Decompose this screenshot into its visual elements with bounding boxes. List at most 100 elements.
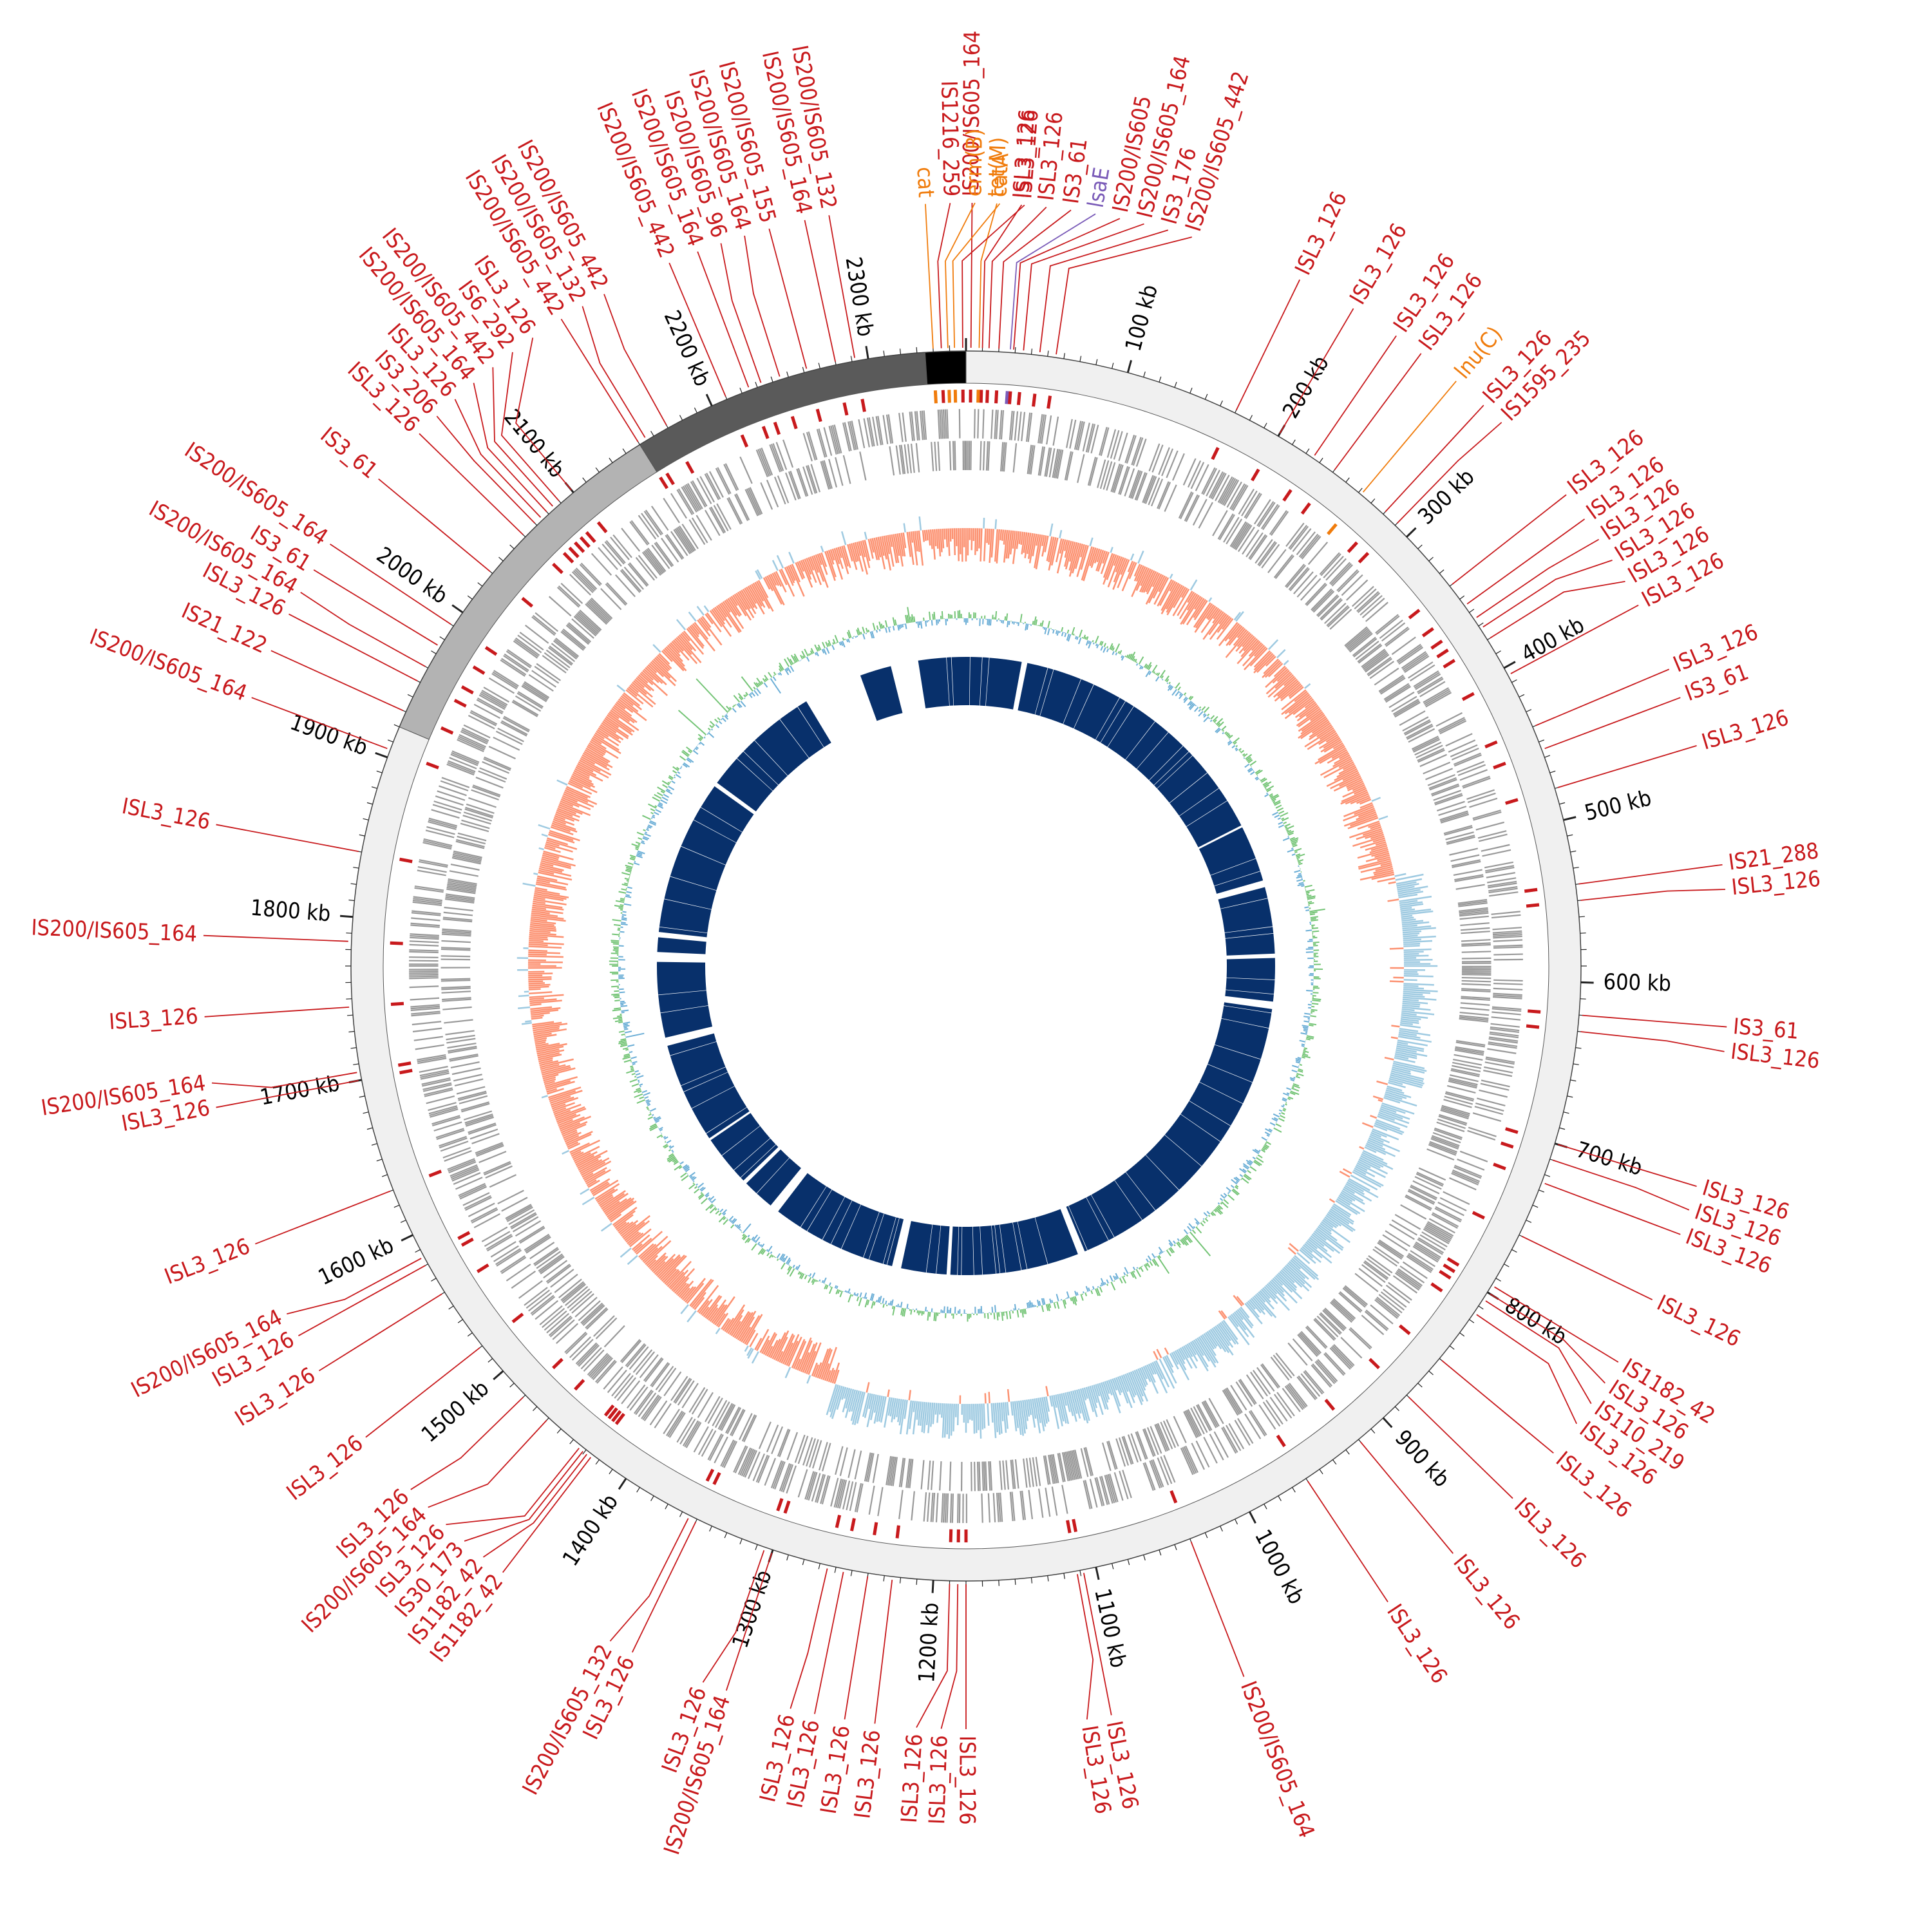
cds-mark [1345,627,1369,648]
cds-mark [705,509,721,536]
cds-mark [769,444,781,473]
label-connector [1476,1314,1577,1425]
cds-mark [782,439,794,468]
is-element-mark [440,726,454,735]
minor-tick [679,1511,683,1517]
cds-mark [1484,1066,1513,1074]
minor-tick [1539,739,1545,743]
cds-mark [501,1197,528,1212]
major-tick [1563,816,1577,821]
cds-mark [1099,460,1110,489]
cds-mark [452,853,482,862]
cds-mark [842,422,851,451]
minor-tick [1559,1127,1566,1130]
cds-mark [1383,1289,1407,1308]
cds-mark [1260,1364,1279,1389]
cds-mark [480,692,506,709]
cds-mark [1217,476,1233,503]
is-element-mark [579,536,591,548]
label-connector [446,1448,580,1526]
cds-mark [614,1375,634,1399]
label-connector [744,235,781,377]
cds-mark [667,1411,685,1437]
cds-mark [717,1403,733,1430]
cds-mark [790,471,801,499]
cds-mark [1405,1194,1432,1209]
cds-mark [646,549,665,573]
cds-mark [1431,785,1460,797]
minor-tick [1428,1370,1434,1376]
cds-mark [1487,880,1517,887]
homology-block [887,1218,904,1267]
cds-mark [1378,1294,1403,1314]
cds-mark [1452,1170,1481,1182]
cds-mark [1019,1491,1025,1520]
cds-mark [435,1128,464,1139]
cds-mark [1493,996,1522,999]
label-connector [270,650,404,712]
cds-mark [1403,719,1430,735]
cds-mark [1061,1484,1068,1514]
minor-tick [439,636,445,640]
cds-mark [1457,1159,1485,1171]
label-connector [1580,889,1726,901]
cds-mark [849,421,857,450]
minor-tick [1063,353,1065,359]
is-element-mark [1500,1141,1514,1149]
minor-tick [786,1555,789,1561]
cds-mark [1191,1443,1205,1470]
cds-mark [506,650,531,668]
minor-tick [1526,1220,1532,1223]
label-connector [668,262,726,397]
cds-mark [684,1421,701,1448]
cds-mark [1039,414,1045,444]
cds-mark [1210,472,1226,499]
cds-mark [1296,574,1318,598]
cds-mark [1084,1446,1094,1476]
label-connector [255,1190,391,1245]
cds-mark [1104,1475,1113,1504]
cds-mark [463,724,491,739]
cds-mark [1336,569,1358,591]
cds-mark [1493,935,1522,939]
cds-mark [1488,1038,1518,1044]
cds-mark [569,1291,592,1311]
cds-mark [453,850,482,858]
cds-mark [1296,531,1316,556]
cds-mark [1242,529,1260,555]
cds-mark [1258,1404,1276,1430]
feature-label: ISL3_126 [108,1003,199,1035]
homology-block [1125,721,1168,769]
homology-block [1063,679,1094,729]
minor-tick [834,1567,837,1573]
cds-mark [1005,1460,1010,1490]
label-connector [609,1518,689,1642]
cds-mark [1452,1065,1481,1072]
label-connector [1544,697,1681,750]
cds-mark [1477,830,1507,839]
is-element-mark [873,1522,878,1536]
is-element-mark [1484,740,1498,749]
cds-mark [464,808,493,819]
cds-mark [442,931,471,935]
cds-mark [806,1438,817,1467]
cds-mark [701,1430,717,1457]
cds-mark [442,1006,472,1010]
cds-mark [785,472,797,501]
cds-mark [591,597,613,620]
cds-mark [531,670,556,688]
cds-mark [822,1443,831,1472]
cds-mark [1099,1476,1108,1505]
is-element-mark [1007,391,1012,404]
cds-mark [560,631,584,651]
cds-mark [1449,1177,1477,1191]
cds-mark [479,767,507,780]
cds-mark [558,585,581,607]
cds-mark [1172,453,1185,481]
cds-mark [835,1446,844,1475]
cds-mark [1412,1180,1440,1195]
cds-mark [493,736,520,751]
cds-mark [442,997,471,1001]
cds-mark [1317,1359,1338,1382]
cds-mark [1367,656,1392,676]
